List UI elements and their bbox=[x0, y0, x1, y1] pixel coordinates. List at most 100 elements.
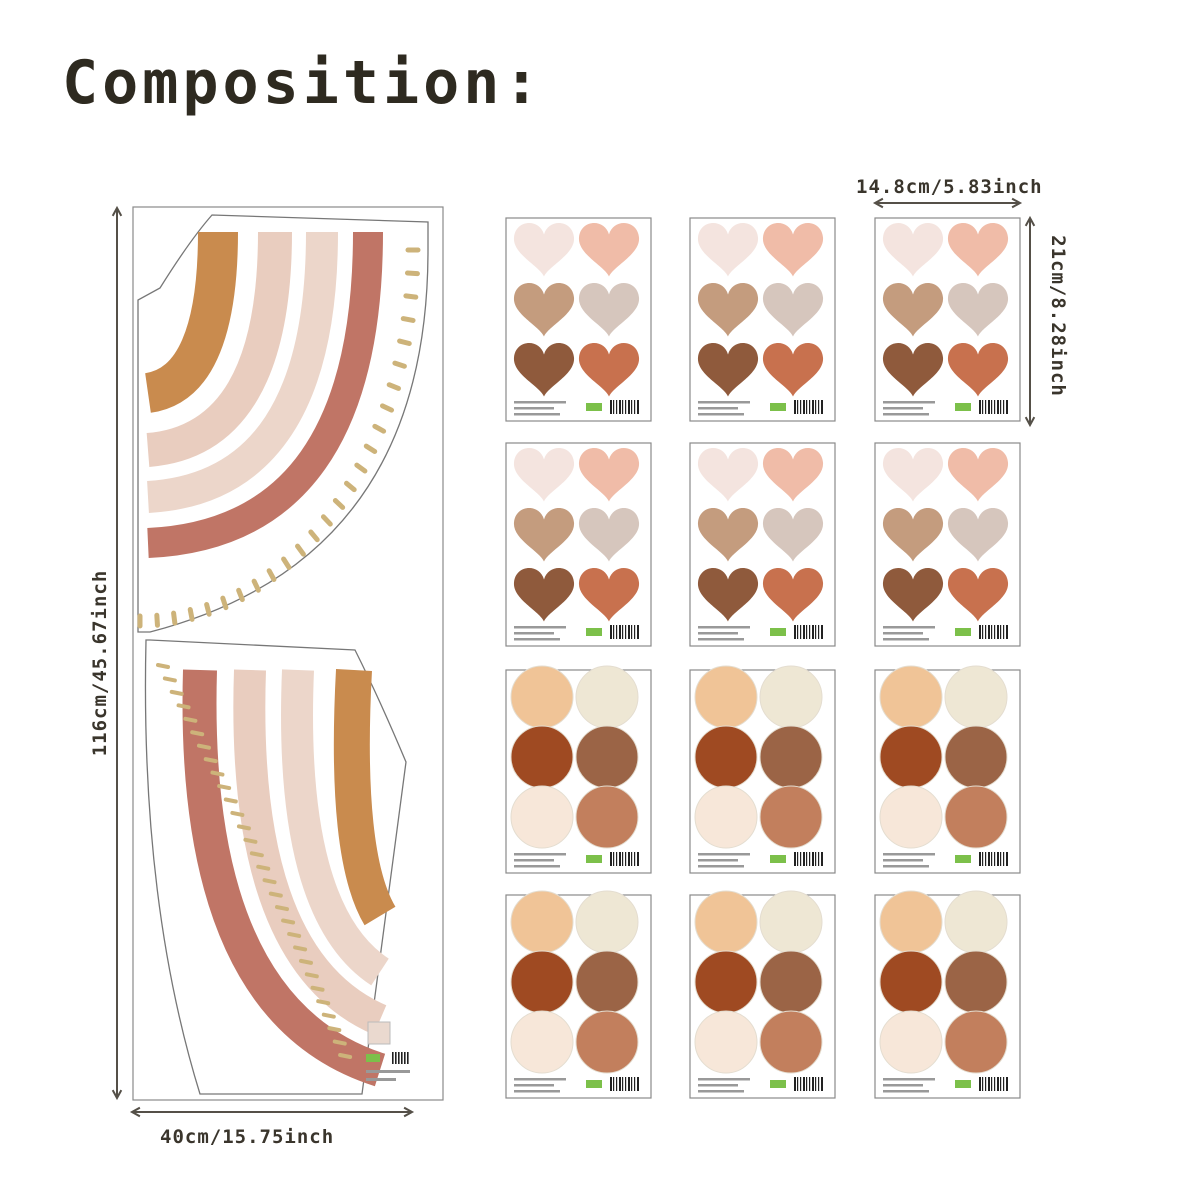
barcode-bar bbox=[610, 625, 612, 639]
heart-sticker bbox=[697, 508, 759, 562]
brand-logo bbox=[770, 403, 786, 411]
barcode-bar bbox=[637, 400, 639, 414]
barcode-bar bbox=[628, 1077, 630, 1091]
fine-print bbox=[883, 1084, 923, 1087]
fine-print bbox=[698, 401, 750, 404]
heart-sticker bbox=[697, 223, 759, 277]
brand-logo bbox=[955, 628, 971, 636]
dot-sticker bbox=[575, 1010, 639, 1074]
barcode-bar bbox=[806, 1077, 808, 1091]
rainbow-dash bbox=[230, 810, 245, 817]
rainbow-dash bbox=[187, 607, 195, 622]
barcode-bar bbox=[1006, 625, 1008, 639]
dot-sticker bbox=[575, 725, 639, 789]
rainbow-dash bbox=[316, 999, 331, 1006]
barcode-bar bbox=[625, 852, 627, 866]
barcode-bar bbox=[401, 1052, 403, 1064]
rainbow-dash bbox=[190, 730, 205, 737]
rainbow-dash bbox=[332, 498, 346, 510]
heart-sticker bbox=[947, 343, 1009, 397]
dot-sticker bbox=[944, 665, 1008, 729]
barcode-bar bbox=[800, 852, 802, 866]
heart-sticker bbox=[513, 343, 575, 397]
fine-print bbox=[698, 1078, 750, 1081]
brand-logo bbox=[955, 855, 971, 863]
barcode-bar bbox=[818, 625, 820, 639]
rainbow-dash bbox=[243, 837, 258, 844]
rainbow-band-3 bbox=[146, 231, 338, 513]
rainbow-dash bbox=[171, 610, 178, 626]
barcode-bar bbox=[806, 400, 808, 414]
barcode-bar bbox=[988, 852, 990, 866]
barcode-bar bbox=[809, 1077, 811, 1091]
barcode-bar bbox=[407, 1052, 409, 1064]
barcode-bar bbox=[982, 1077, 984, 1091]
barcode-bar bbox=[812, 1077, 814, 1091]
brand-logo bbox=[770, 855, 786, 863]
barcode-bar bbox=[631, 1077, 633, 1091]
rainbow-dash bbox=[304, 972, 319, 979]
sheet-width-label: 14.8cm/5.83inch bbox=[856, 176, 1043, 198]
barcode-bar bbox=[803, 400, 805, 414]
fine-print bbox=[698, 413, 744, 416]
dot-sticker bbox=[879, 725, 943, 789]
barcode-bar bbox=[622, 400, 624, 414]
brand-logo bbox=[955, 1080, 971, 1088]
dot-sticker bbox=[879, 950, 943, 1014]
dot-sticker bbox=[510, 785, 574, 849]
barcode-bar bbox=[625, 625, 627, 639]
dot-sticker bbox=[759, 950, 823, 1014]
dot-sticker bbox=[759, 785, 823, 849]
barcode-bar bbox=[979, 852, 981, 866]
rainbow-dash bbox=[203, 757, 218, 764]
large-height-label: 116cm/45.67inch bbox=[89, 569, 111, 757]
barcode-bar bbox=[619, 400, 621, 414]
heart-sticker-sheet bbox=[874, 217, 1021, 422]
rainbow-dash bbox=[210, 770, 225, 777]
fine-print bbox=[514, 407, 554, 410]
barcode-bar bbox=[985, 400, 987, 414]
rainbow-dash bbox=[204, 602, 212, 617]
fine-print bbox=[883, 859, 923, 862]
heart-sticker bbox=[578, 448, 640, 502]
dot-sticker bbox=[694, 1010, 758, 1074]
heart-sticker bbox=[882, 508, 944, 562]
fine-print bbox=[883, 865, 929, 868]
dot-sticker-sheet bbox=[505, 890, 652, 1099]
rainbow-dash bbox=[338, 1053, 353, 1059]
rainbow-dash bbox=[266, 568, 277, 582]
dot-sticker-sheet bbox=[874, 665, 1021, 874]
barcode-bar bbox=[631, 625, 633, 639]
barcode-bar bbox=[997, 1077, 999, 1091]
barcode-bar bbox=[818, 1077, 820, 1091]
heart-sticker bbox=[697, 283, 759, 337]
barcode-bar bbox=[631, 400, 633, 414]
fine-print bbox=[514, 1078, 566, 1081]
barcode-bar bbox=[809, 852, 811, 866]
barcode-bar bbox=[1003, 852, 1005, 866]
barcode-bar bbox=[812, 400, 814, 414]
barcode-bar bbox=[1006, 852, 1008, 866]
rainbow-dash bbox=[400, 316, 416, 323]
barcode-bar bbox=[794, 625, 796, 639]
fine-print bbox=[698, 1090, 744, 1093]
fine-print bbox=[883, 626, 935, 629]
dot-sticker bbox=[759, 890, 823, 954]
barcode-bar bbox=[616, 852, 618, 866]
barcode-bar bbox=[797, 400, 799, 414]
rainbow-dash bbox=[154, 612, 160, 628]
heart-sticker bbox=[947, 223, 1009, 277]
barcode-bar bbox=[616, 625, 618, 639]
barcode-bar bbox=[398, 1052, 400, 1064]
heart-sticker-sheet bbox=[505, 217, 652, 422]
barcode-bar bbox=[1003, 1077, 1005, 1091]
page-title: Composition: bbox=[62, 48, 544, 118]
barcode-bar bbox=[985, 852, 987, 866]
heart-sticker bbox=[947, 448, 1009, 502]
barcode-bar bbox=[634, 1077, 636, 1091]
rainbow-dash bbox=[404, 270, 420, 277]
barcode-bar bbox=[613, 852, 615, 866]
barcode-bar bbox=[803, 625, 805, 639]
barcode-bar bbox=[806, 625, 808, 639]
barcode-bar bbox=[797, 852, 799, 866]
